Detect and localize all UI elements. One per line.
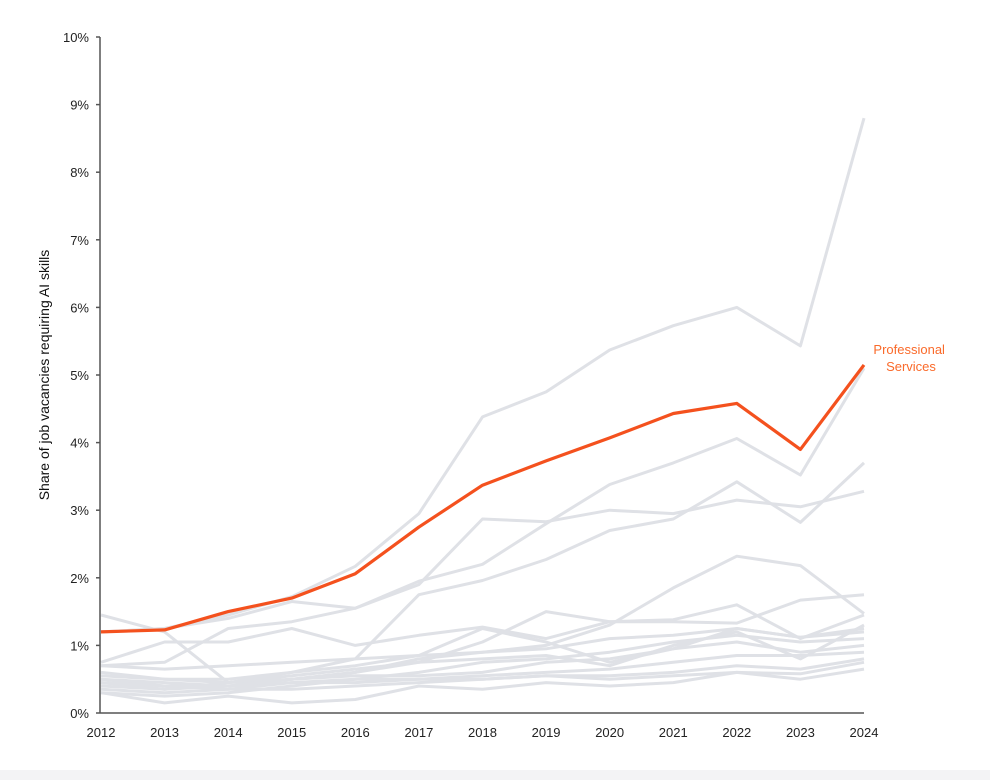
y-tick-label: 5% xyxy=(70,368,89,383)
other-series-group xyxy=(100,117,866,705)
series-line-16 xyxy=(100,660,865,691)
y-tick-label: 3% xyxy=(70,503,89,518)
y-axis-label: Share of job vacancies requiring AI skil… xyxy=(36,250,52,501)
series-line-professional-services xyxy=(100,363,866,634)
x-tick-label: 2024 xyxy=(850,725,879,740)
highlight-label-line-2: Services xyxy=(886,359,936,374)
y-tick-label: 8% xyxy=(70,165,89,180)
series-line-4 xyxy=(100,461,866,681)
y-tick-label: 7% xyxy=(70,233,89,248)
y-tick-label: 9% xyxy=(70,98,89,113)
highlight-series-group xyxy=(100,363,866,634)
x-tick-label: 2016 xyxy=(341,725,370,740)
y-tick-label: 1% xyxy=(70,638,89,653)
bottom-band xyxy=(0,770,990,780)
y-tick-label: 2% xyxy=(70,571,89,586)
x-tick-label: 2022 xyxy=(722,725,751,740)
x-tick-label: 2020 xyxy=(595,725,624,740)
x-tick-label: 2017 xyxy=(404,725,433,740)
x-tick-label: 2019 xyxy=(532,725,561,740)
x-tick-label: 2013 xyxy=(150,725,179,740)
y-tick-label: 0% xyxy=(70,706,89,721)
series-line-12 xyxy=(100,640,865,691)
axes: 0% 1% 2% 3% 4% 5% 6% 7% 8% 9% 10% 2012 2013 2014 2015 2… xyxy=(63,30,878,740)
y-tick-label: 6% xyxy=(70,300,89,315)
y-tick-label: 4% xyxy=(70,436,89,451)
y-tick-label: 10% xyxy=(63,30,89,45)
x-tick-label: 2015 xyxy=(277,725,306,740)
series-line-10 xyxy=(100,623,865,691)
series-line-3 xyxy=(100,489,865,668)
highlight-series-label: Professional Services xyxy=(873,342,948,374)
series-line-1 xyxy=(100,117,866,634)
x-tick-label: 2018 xyxy=(468,725,497,740)
highlight-label-line-1: Professional xyxy=(873,342,945,357)
x-tick-label: 2023 xyxy=(786,725,815,740)
x-tick-label: 2012 xyxy=(87,725,116,740)
x-tick-label: 2021 xyxy=(659,725,688,740)
x-tick-label: 2014 xyxy=(214,725,243,740)
series-line-2 xyxy=(100,367,866,634)
